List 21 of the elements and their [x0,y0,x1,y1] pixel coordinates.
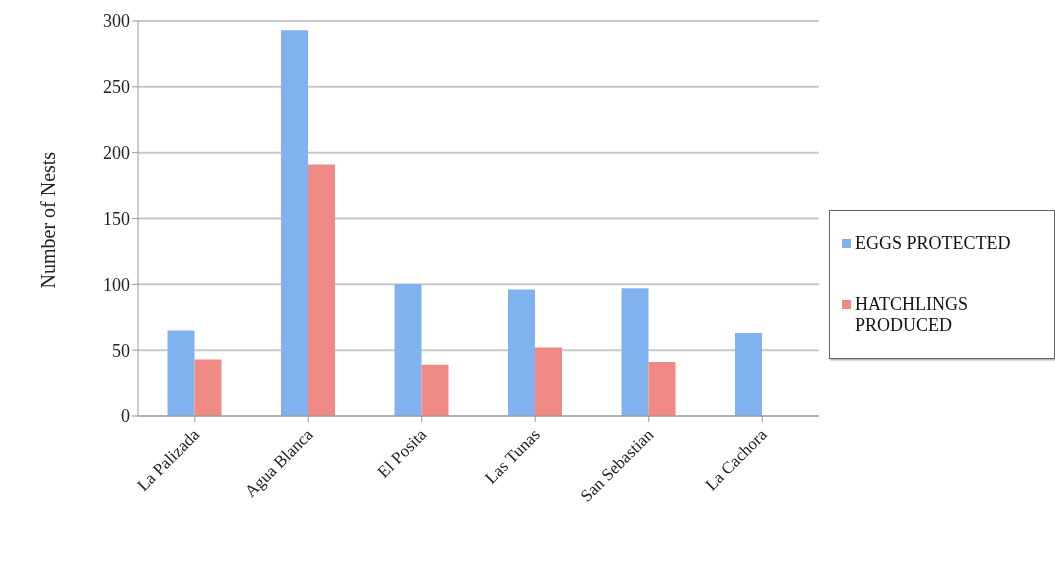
y-tick-label: 50 [112,340,130,361]
bar [194,359,222,416]
y-tick-label: 200 [103,143,130,164]
y-tick-label: 250 [103,77,130,98]
bar [535,347,563,416]
bar [621,288,649,416]
bar [735,333,763,416]
bar [394,284,422,416]
y-tick-label: 0 [121,406,130,427]
legend-label: EGGS PROTECTED [855,233,1011,254]
y-tick-label: 300 [103,11,130,32]
y-tick-label: 150 [103,208,130,229]
bar [508,289,536,416]
bar [281,30,309,416]
y-axis-title: Number of Nests [37,151,60,289]
bar [421,364,449,416]
legend-label: HATCHLINGS PRODUCED [855,294,969,336]
y-tick-label: 100 [103,274,130,295]
bar [648,362,676,416]
bar [308,164,336,416]
bar [167,330,195,416]
